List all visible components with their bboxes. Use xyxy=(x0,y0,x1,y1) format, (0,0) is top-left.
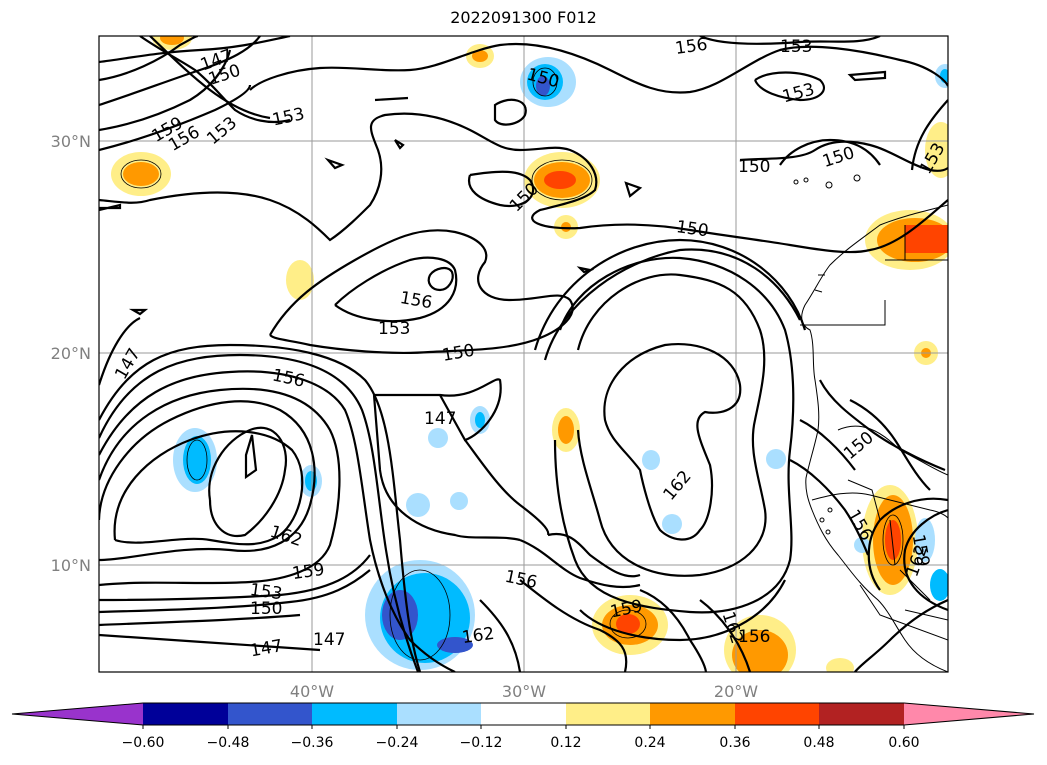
contour-label: 159 xyxy=(291,560,326,584)
map-title: 2022091300 F012 xyxy=(450,8,597,27)
cool-anomaly xyxy=(450,492,468,510)
warm-anomaly-peak xyxy=(616,614,640,634)
colorbar-segment xyxy=(481,703,566,725)
warm-anomaly-core xyxy=(160,36,184,45)
warm-anomaly xyxy=(826,658,854,672)
cool-anomaly xyxy=(766,449,786,469)
warm-anomaly-core xyxy=(472,50,488,62)
colorbar-tick: −0.36 xyxy=(291,735,334,751)
contour-label: 156 xyxy=(738,627,770,647)
lon-label-30w: 30°W xyxy=(502,682,546,701)
colorbar-segment xyxy=(397,703,481,725)
warm-anomaly-peak xyxy=(544,171,576,189)
colorbar-segment xyxy=(819,703,904,725)
contour-label: 150 xyxy=(738,157,770,177)
cool-anomaly xyxy=(915,518,935,562)
warm-anomaly-core xyxy=(123,162,159,186)
contour-label: 156 xyxy=(674,35,709,59)
colorbar-tick: −0.60 xyxy=(122,735,165,751)
lat-label-20n: 20°N xyxy=(51,344,91,363)
colorbar-tick: 0.24 xyxy=(634,735,665,751)
colorbar-tick: −0.12 xyxy=(460,735,503,751)
height-contours xyxy=(99,36,948,672)
colorbar-segment xyxy=(228,703,312,725)
colorbar-segment xyxy=(143,703,228,725)
coastlines xyxy=(793,174,948,672)
colorbar-tick: −0.24 xyxy=(376,735,419,751)
longitude-labels: 40°W 30°W 20°W xyxy=(290,682,758,701)
contour-labels: 147 150 159 156 153 153 156 153 153 150 … xyxy=(111,35,949,662)
lon-label-40w: 40°W xyxy=(290,682,334,701)
anomaly-outlines xyxy=(120,67,904,661)
colorbar-tick: 0.36 xyxy=(719,735,750,751)
contour-label: 153 xyxy=(249,580,284,604)
warm-anomaly-peak xyxy=(885,520,901,560)
cool-anomaly-peak xyxy=(536,76,550,96)
colorbar-extend-max xyxy=(904,703,1034,725)
colorbar-tick: 0.60 xyxy=(888,735,919,751)
contour-label: 150 xyxy=(250,599,282,619)
colorbar-segment xyxy=(650,703,735,725)
colorbar-tick: 0.48 xyxy=(803,735,834,751)
cool-anomaly-core xyxy=(930,569,948,601)
cool-anomaly-core xyxy=(183,436,211,484)
contour-label: 147 xyxy=(313,630,345,650)
cool-anomaly-peak xyxy=(437,637,473,653)
warm-anomaly-core xyxy=(558,416,574,444)
shaded-anomalies xyxy=(111,36,948,672)
warm-anomaly xyxy=(286,260,314,300)
colorbar-segment xyxy=(566,703,650,725)
warm-anomaly xyxy=(925,122,948,178)
contour-label: 150 xyxy=(675,217,710,241)
cool-anomaly-core xyxy=(475,412,485,428)
contour-label: 147 xyxy=(424,409,456,429)
warm-anomaly-core xyxy=(561,222,571,232)
colorbar-segment xyxy=(312,703,397,725)
map-frame xyxy=(98,35,949,673)
lat-label-30n: 30°N xyxy=(51,132,91,151)
cool-anomaly xyxy=(406,493,430,517)
colorbar-segment xyxy=(735,703,819,725)
contour-label: 153 xyxy=(780,37,812,57)
contour-label: 162 xyxy=(461,624,496,648)
cool-anomaly xyxy=(428,428,448,448)
cool-anomaly xyxy=(642,450,660,470)
lon-label-20w: 20°W xyxy=(714,682,758,701)
colorbar-extend-min xyxy=(12,703,143,725)
latitude-labels: 30°N 20°N 10°N xyxy=(51,132,91,575)
colorbar-tick: −0.48 xyxy=(207,735,250,751)
lat-label-10n: 10°N xyxy=(51,556,91,575)
colorbar: −0.60 −0.48 −0.36 −0.24 −0.12 0.12 0.24 … xyxy=(11,702,1035,751)
colorbar-tick: 0.12 xyxy=(550,735,581,751)
contour-label: 153 xyxy=(378,319,410,339)
cool-anomaly xyxy=(662,514,682,534)
